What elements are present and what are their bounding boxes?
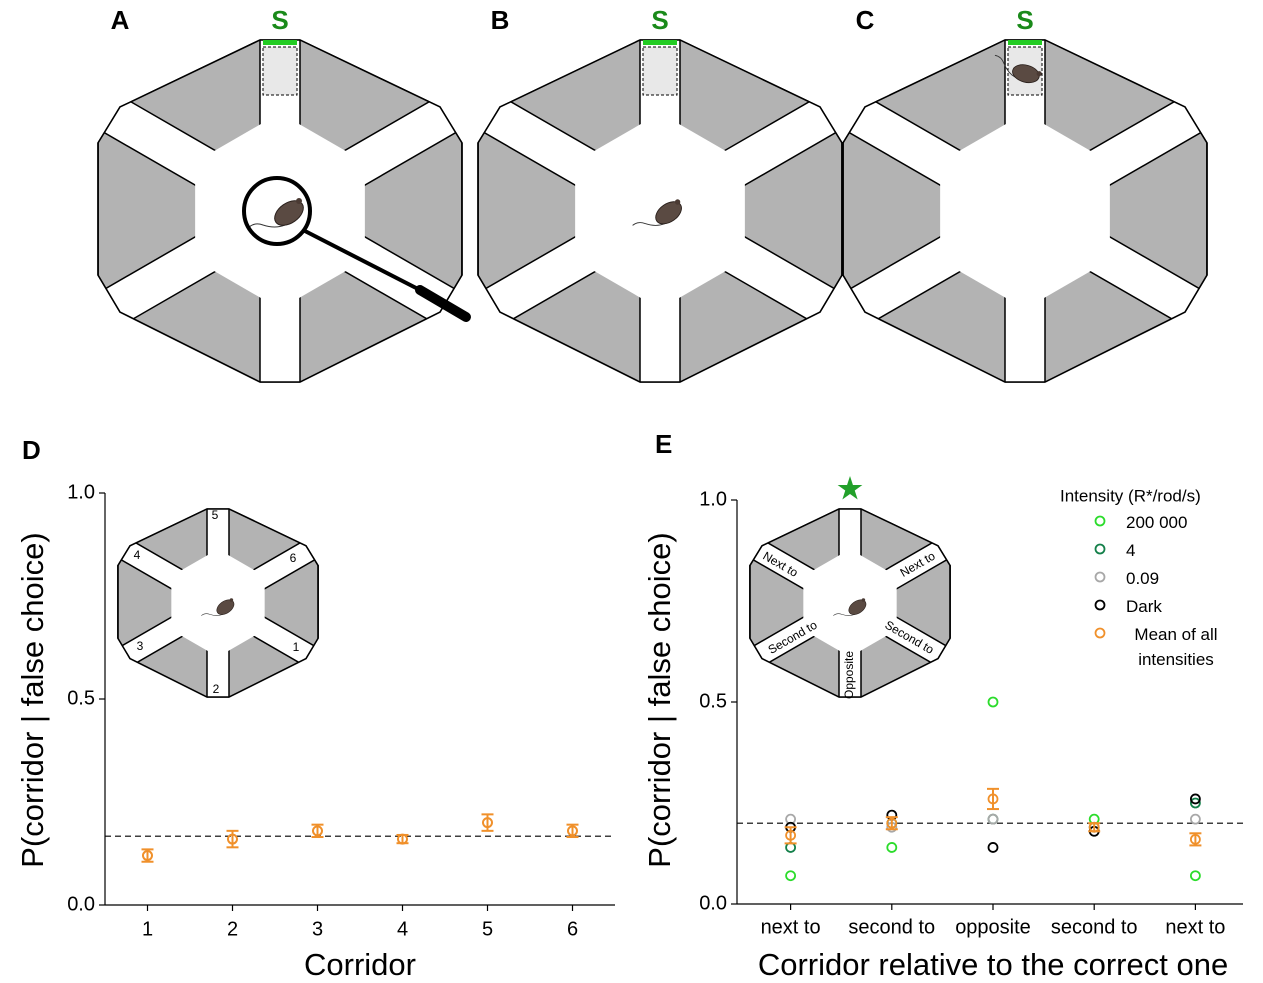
point — [989, 698, 998, 707]
legend-marker — [1096, 517, 1105, 526]
legend-title: Intensity (R*/rod/s) — [1060, 486, 1201, 505]
x-tick-label: 6 — [567, 918, 578, 940]
legend-label: 200 000 — [1126, 510, 1236, 535]
mouse-ear — [862, 598, 866, 602]
inset-label: 2 — [213, 682, 220, 696]
point — [1191, 815, 1200, 824]
y-tick-label: 0.0 — [699, 892, 727, 914]
legend-marker — [1096, 629, 1105, 638]
mouse-ear — [230, 598, 234, 602]
x-tick-label: next to — [1165, 916, 1225, 938]
inset-label: 3 — [137, 639, 144, 653]
x-tick-label: 3 — [312, 918, 323, 940]
point — [1191, 871, 1200, 880]
legend-marker — [1096, 601, 1105, 610]
y-tick-label: 0.5 — [67, 687, 95, 709]
panel-label: C — [856, 5, 875, 35]
start-bar — [1008, 40, 1042, 45]
y-tick-label: 1.0 — [67, 481, 95, 503]
x-tick-label: 1 — [142, 918, 153, 940]
y-tick-label: 0.0 — [67, 893, 95, 915]
inset-label: 4 — [134, 548, 141, 562]
legend-marker — [1096, 573, 1105, 582]
panel-label: E — [655, 429, 672, 459]
y-tick-label: 1.0 — [699, 488, 727, 510]
x-axis-title: Corridor relative to the correct one — [758, 947, 1228, 982]
y-axis-title: P(corridor | false choice) — [642, 532, 677, 867]
mouse-ear — [675, 199, 680, 204]
legend-label: Dark — [1126, 594, 1236, 619]
legend-label: Mean of all intensities — [1126, 622, 1226, 672]
x-tick-label: next to — [761, 916, 821, 938]
point — [989, 815, 998, 824]
maze — [93, 466, 342, 741]
y-axis-title: P(corridor | false choice) — [15, 532, 50, 867]
x-tick-label: second to — [1051, 916, 1138, 938]
figure: A S B S C S D 0.0 0.5 1.0 Corridor P(corridor | fal… — [0, 0, 1263, 983]
inset-label: Opposite — [842, 651, 856, 699]
maze-body — [93, 466, 342, 741]
panel-label: A — [111, 5, 130, 35]
x-tick-label: 2 — [227, 918, 238, 940]
panel-label: B — [491, 5, 510, 35]
x-axis-title: Corridor — [304, 947, 416, 982]
goal-star — [838, 476, 863, 500]
start-label: S — [271, 5, 288, 35]
panel-label: D — [22, 435, 41, 465]
y-tick-label: 0.5 — [699, 690, 727, 712]
start-label: S — [1016, 5, 1033, 35]
point — [887, 843, 896, 852]
x-tick-label: 4 — [397, 918, 408, 940]
inset-label: 6 — [290, 551, 297, 565]
start-bar — [263, 40, 297, 45]
legend-label: 0.09 — [1126, 566, 1236, 591]
x-tick-label: second to — [848, 916, 935, 938]
legend-marker — [1096, 545, 1105, 554]
inset-label: 1 — [293, 640, 300, 654]
mouse-ear — [296, 198, 302, 204]
point — [989, 843, 998, 852]
inset-label: 5 — [212, 508, 219, 522]
point — [786, 871, 795, 880]
start-label: S — [651, 5, 668, 35]
x-tick-label: opposite — [955, 916, 1031, 938]
legend-label: 4 — [1126, 538, 1236, 563]
start-bar — [643, 40, 677, 45]
legend-entry: Mean of all intensities — [1126, 622, 1236, 674]
start-box — [643, 47, 677, 95]
start-box — [263, 47, 297, 95]
x-tick-label: 5 — [482, 918, 493, 940]
